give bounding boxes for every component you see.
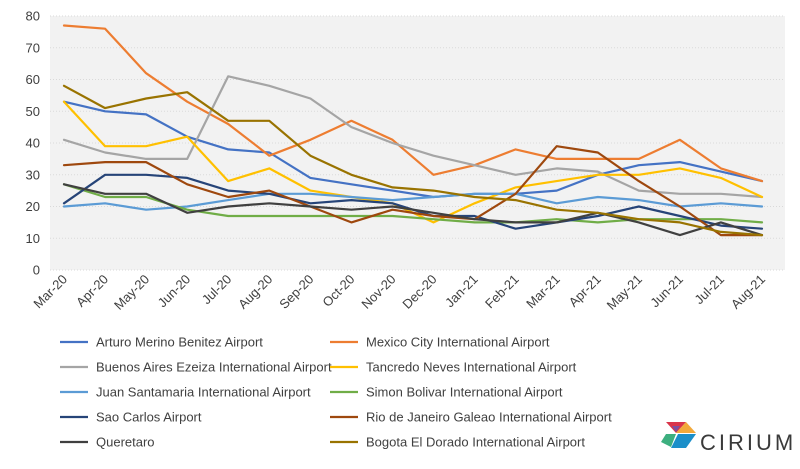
legend: Arturo Merino Benitez Airport Mexico City… [60, 335, 612, 450]
legend-label: Buenos Aires Ezeiza International Airpor… [96, 360, 332, 375]
legend-label: Tancredo Neves International Airport [366, 360, 577, 375]
legend-label: Rio de Janeiro Galeao International Airp… [366, 410, 612, 425]
x-tick-label: Aug-21 [728, 272, 768, 312]
series-line [62, 24, 764, 183]
x-tick-label: Aug-20 [235, 272, 275, 312]
x-tick-label: Jun-20 [155, 272, 194, 311]
legend-label: Mexico City International Airport [366, 335, 550, 350]
legend-label: Sao Carlos Airport [96, 410, 202, 425]
legend-label: Juan Santamaria International Airport [96, 385, 311, 400]
series-line [62, 145, 764, 237]
series-lines [62, 24, 764, 237]
legend-item: Arturo Merino Benitez Airport [60, 335, 263, 350]
y-tick-label: 80 [26, 9, 40, 24]
x-tick-label: Jan-21 [442, 272, 481, 311]
x-tick-label: Feb-21 [482, 272, 522, 312]
y-tick-label: 10 [26, 231, 40, 246]
x-tick-label: Apr-20 [73, 272, 111, 310]
legend-label: Simon Bolivar International Airport [366, 385, 563, 400]
legend-item: Buenos Aires Ezeiza International Airpor… [60, 360, 332, 375]
legend-item: Sao Carlos Airport [60, 410, 202, 425]
legend-item: Bogota El Dorado International Airport [330, 435, 585, 450]
legend-item: Mexico City International Airport [330, 335, 550, 350]
cirium-logo-icon [661, 422, 696, 448]
legend-label: Arturo Merino Benitez Airport [96, 335, 263, 350]
legend-label: Queretaro [96, 435, 155, 450]
x-tick-label: Mar-21 [523, 272, 563, 312]
gridlines [50, 15, 785, 271]
x-tick-label: Jul-21 [691, 272, 727, 308]
x-tick-label: May-20 [111, 272, 152, 313]
legend-item: Rio de Janeiro Galeao International Airp… [330, 410, 612, 425]
legend-label: Bogota El Dorado International Airport [366, 435, 585, 450]
y-tick-label: 50 [26, 104, 40, 119]
y-axis-ticks: 0 10 20 30 40 50 60 70 80 [26, 9, 40, 278]
series-line [62, 84, 764, 237]
x-tick-label: Oct-20 [319, 272, 357, 310]
legend-item: Juan Santamaria International Airport [60, 385, 311, 400]
y-tick-label: 0 [33, 263, 40, 278]
y-tick-label: 30 [26, 167, 40, 182]
y-tick-label: 40 [26, 136, 40, 151]
legend-item: Tancredo Neves International Airport [330, 360, 577, 375]
x-tick-label: Nov-20 [358, 272, 398, 312]
x-tick-label: Apr-21 [566, 272, 604, 310]
cirium-logo: CIRIUM [661, 422, 796, 455]
y-tick-label: 60 [26, 72, 40, 87]
x-tick-label: Jun-21 [647, 272, 686, 311]
series-line [62, 75, 764, 199]
y-tick-label: 70 [26, 40, 40, 55]
legend-item: Queretaro [60, 435, 155, 450]
x-tick-label: Jul-20 [199, 272, 235, 308]
series-line [62, 100, 764, 199]
x-axis-ticks: Mar-20 Apr-20 May-20 Jun-20 Jul-20 Aug-20 Sep-… [30, 272, 768, 313]
x-tick-label: May-21 [604, 272, 645, 313]
x-tick-label: Dec-20 [399, 272, 439, 312]
y-tick-label: 20 [26, 199, 40, 214]
legend-item: Simon Bolivar International Airport [330, 385, 563, 400]
series-line [62, 183, 764, 237]
x-tick-label: Sep-20 [276, 272, 316, 312]
brand-name: CIRIUM [700, 430, 796, 455]
